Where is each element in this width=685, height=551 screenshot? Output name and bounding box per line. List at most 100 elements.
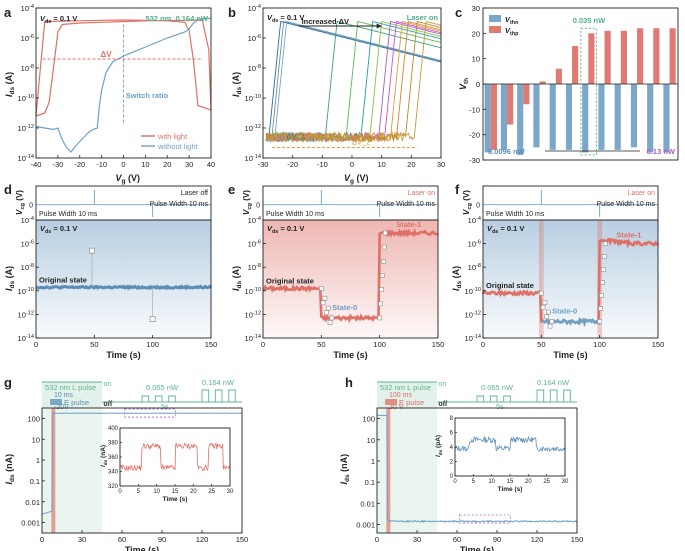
- x-axis-label: Time (s): [460, 545, 494, 551]
- tick-label: 10-6: [21, 34, 34, 43]
- vcg-axis-label: Vcg (V): [242, 190, 253, 215]
- plot-frame: [35, 219, 212, 339]
- series-current: [41, 412, 243, 515]
- bar-vthn: [630, 84, 638, 148]
- annotation-pulse-right: Pulse Width 10 ms: [377, 201, 436, 208]
- bar-vthp: [490, 84, 497, 150]
- bar-vthn: [500, 84, 508, 150]
- inset-x-tick-label: 25: [208, 489, 215, 495]
- annotation-laser: Laser on: [407, 13, 439, 22]
- tick-label: 10-14: [18, 334, 34, 343]
- bar-vthp: [523, 84, 530, 105]
- panel-label: e: [228, 182, 235, 197]
- annotation-original-state: Original state: [39, 275, 87, 284]
- annotation-off: off: [103, 401, 113, 408]
- x-tick-label: 20: [163, 160, 171, 169]
- bar-vthp: [653, 28, 660, 84]
- e-pulse-band: [51, 408, 56, 533]
- x-tick-label: 20: [407, 160, 415, 169]
- plot-frame: [262, 219, 439, 339]
- annotation-off: off: [438, 401, 448, 408]
- bar-vthp: [604, 30, 611, 84]
- transition-marker: [544, 314, 549, 320]
- inset-y-tick-label: 400: [108, 426, 119, 432]
- annotation-pulse-left: Pulse Width 10 ms: [39, 211, 98, 218]
- x-tick-label: -30: [52, 160, 63, 169]
- inset-x-tick-label: 0: [453, 479, 457, 485]
- inset-y-tick-label: 2: [450, 460, 454, 466]
- y-tick-label: 1: [36, 456, 40, 465]
- x-tick-label: 90: [493, 535, 501, 544]
- y-axis-label: Ids (nA): [4, 454, 16, 485]
- annotation-dv: ΔV: [100, 50, 112, 59]
- y-tick-label: 10: [472, 55, 480, 64]
- transition-marker: [329, 315, 335, 321]
- x-tick-label: 30: [413, 535, 421, 544]
- tick-label: 10-6: [248, 34, 261, 43]
- transition-marker: [324, 310, 329, 315]
- legend-swatch: [489, 15, 501, 22]
- bar-vthp: [539, 81, 546, 84]
- tick-label: 10-4: [468, 216, 481, 225]
- series-current: [262, 228, 439, 323]
- x-axis-label: Time (s): [333, 350, 367, 360]
- bar-vthn: [549, 84, 556, 150]
- tick-label: 10-10: [18, 287, 34, 296]
- bar-vthn: [663, 84, 670, 153]
- series-without-light: [35, 17, 212, 153]
- pulse-train: [201, 389, 236, 403]
- x-tick-label: -20: [74, 160, 85, 169]
- annotation-period: 5s: [496, 404, 504, 411]
- series-with-light: [35, 19, 212, 117]
- panel-a: -40 -30 -20 -10 0 10 20 30 40 10-4 10-6 10-8 10-10 10…: [4, 4, 215, 185]
- y-tick-label: 0.1: [30, 477, 40, 486]
- plot-frame: [376, 407, 578, 534]
- annotation-vpulse: 30 V: [389, 404, 404, 411]
- x-tick-label: 0: [40, 535, 44, 544]
- e-pulse-band: [386, 408, 391, 533]
- pulse-train: [536, 389, 571, 403]
- transition-marker: [547, 323, 553, 329]
- annotation-ms: 10 ms: [54, 392, 74, 399]
- zoom-box: [459, 514, 511, 524]
- x-tick-label: 40: [207, 160, 215, 169]
- tick-label: 10-4: [21, 4, 34, 13]
- transition-marker: [381, 244, 387, 250]
- x-tick-label: 100: [373, 340, 386, 349]
- tick-label: 10-10: [245, 287, 261, 296]
- pulse-highlight: [539, 220, 544, 338]
- plot-frame: [482, 219, 659, 339]
- inset-y-tick-label: 6: [450, 431, 454, 437]
- series-current: [377, 414, 578, 524]
- legend-label: Vthp: [505, 26, 519, 37]
- x-tick-label: 150: [205, 340, 218, 349]
- inset-y-tick-label: 340: [108, 470, 119, 476]
- annotation-p1: 0.065 nW: [481, 383, 514, 392]
- annotation-vds: Vds = 0.1 V: [40, 224, 77, 235]
- panel-g: 532 nm L pulse on off 0.065 nW 0.164 nW 5s 10 …: [4, 378, 248, 551]
- transition-marker: [377, 315, 383, 321]
- legend-swatch: [489, 26, 501, 33]
- bar-vthp: [588, 33, 595, 84]
- tick-label: 10-14: [18, 154, 34, 163]
- inset-x-tick-label: 15: [507, 479, 514, 485]
- series-curve: [265, 20, 442, 141]
- x-tick-label: 150: [432, 340, 445, 349]
- series-curve: [265, 20, 442, 141]
- bar-vthp: [620, 30, 627, 84]
- tick-label: 10-6: [468, 240, 481, 249]
- tick-label: 10-4: [21, 216, 34, 225]
- annotation-state1: State-1: [396, 220, 421, 229]
- inset-x-tick-label: 20: [190, 489, 197, 495]
- annotation-pulse-left: Pulse Width 10 ms: [266, 211, 325, 218]
- y-tick-label: -30: [469, 156, 480, 165]
- y-tick-label: 30: [472, 4, 480, 13]
- x-tick-label: 10: [377, 160, 385, 169]
- x-axis-label: Vg (V): [116, 173, 140, 185]
- x-tick-label: 150: [571, 535, 584, 544]
- annotation-p2: 0.164 nW: [202, 378, 235, 387]
- bar-vthn: [614, 84, 621, 150]
- transition-marker: [325, 305, 331, 311]
- x-tick-label: 50: [90, 340, 98, 349]
